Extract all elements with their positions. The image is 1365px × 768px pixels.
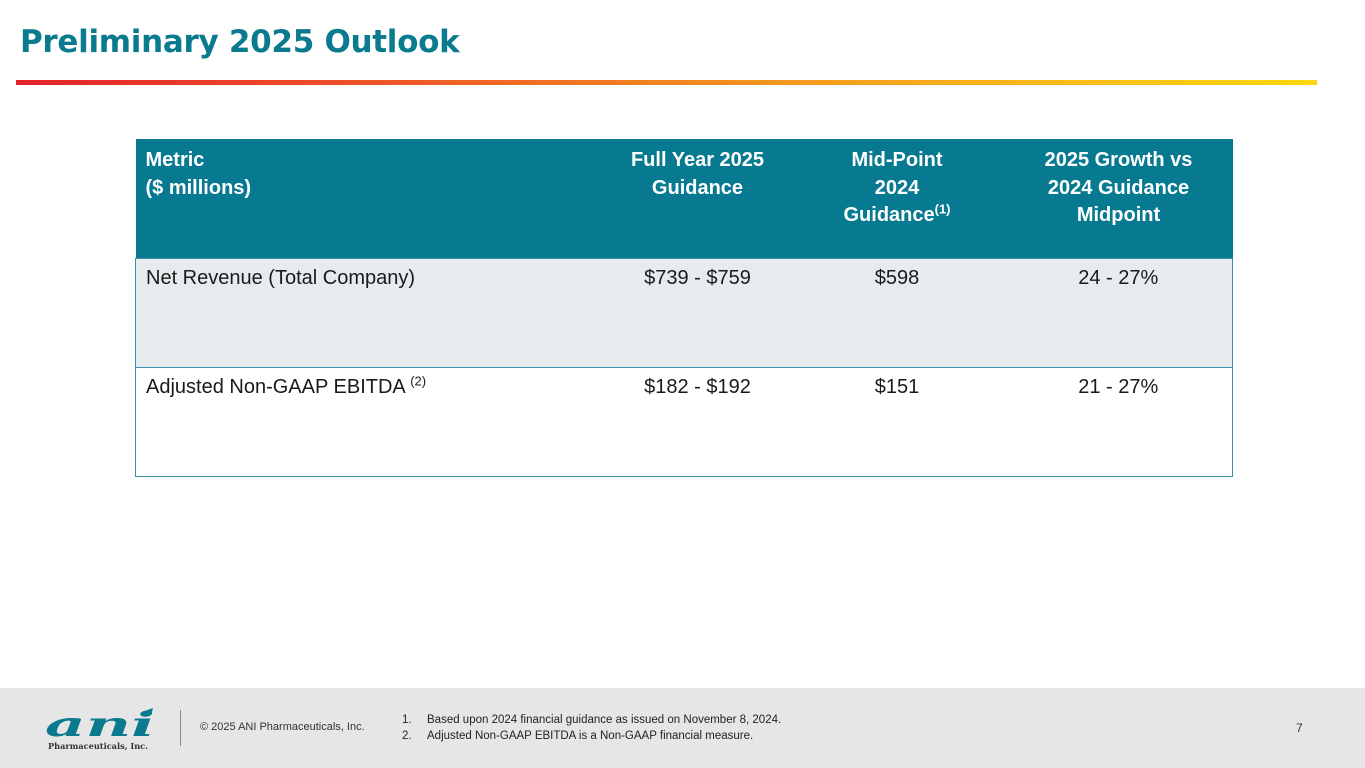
logo-wordmark: ani: [46, 706, 155, 745]
metric-cell: Adjusted Non-GAAP EBITDA (2): [135, 367, 606, 477]
header-midpoint: Mid-Point 2024 Guidance(1): [789, 139, 1005, 259]
title-accent-bar: [16, 80, 1317, 85]
footnote-number: 1.: [402, 714, 412, 726]
metric-label: Adjusted Non-GAAP EBITDA: [146, 376, 405, 398]
metric-cell: Net Revenue (Total Company): [135, 258, 606, 368]
header-growth: 2025 Growth vs 2024 Guidance Midpoint: [1004, 139, 1233, 259]
footnote-number: 2.: [402, 730, 412, 742]
header-full-year-line2: Guidance: [651, 176, 744, 199]
header-midpoint-footnote-ref: (1): [934, 201, 951, 217]
footnotes: 1. Based upon 2024 financial guidance as …: [402, 712, 781, 744]
header-midpoint-line2: 2024: [874, 176, 920, 199]
table-row: Net Revenue (Total Company) $739 - $759 …: [135, 258, 1233, 368]
footer: ani Pharmaceuticals, Inc. © 2025 ANI Pha…: [0, 688, 1365, 768]
footnote-text: Based upon 2024 financial guidance as is…: [427, 714, 782, 726]
footnote-item: 2. Adjusted Non-GAAP EBITDA is a Non-GAAP…: [402, 728, 781, 744]
metric-footnote-ref: (2): [410, 373, 427, 389]
header-midpoint-line1: Mid-Point: [851, 149, 943, 171]
header-growth-line1: 2025 Growth vs: [1044, 149, 1193, 171]
metric-label: Net Revenue (Total Company): [146, 267, 416, 289]
logo-subtext: Pharmaceuticals, Inc.: [48, 741, 148, 751]
header-growth-line2: 2024 Guidance: [1047, 176, 1190, 199]
header-growth-line3: Midpoint: [1076, 204, 1161, 226]
growth-cell: 21 - 27%: [1004, 367, 1233, 477]
header-metric: Metric ($ millions): [135, 139, 606, 259]
midpoint-cell: $598: [789, 258, 1005, 368]
header-full-year-line1: Full Year 2025: [630, 149, 765, 171]
header-full-year: Full Year 2025 Guidance: [605, 139, 790, 259]
header-metric-line1: Metric: [145, 149, 205, 171]
copyright-text: © 2025 ANI Pharmaceuticals, Inc.: [200, 721, 365, 733]
outlook-table: Metric ($ millions) Full Year 2025 Guida…: [135, 139, 1233, 477]
page-number: 7: [1296, 721, 1303, 735]
header-midpoint-line3: Guidance: [843, 204, 935, 226]
table-row: Adjusted Non-GAAP EBITDA (2) $182 - $192…: [135, 367, 1233, 477]
header-metric-line2: ($ millions): [145, 176, 252, 199]
ani-logo: ani Pharmaceuticals, Inc.: [46, 706, 155, 751]
midpoint-cell: $151: [789, 367, 1005, 477]
footnote-text: Adjusted Non-GAAP EBITDA is a Non-GAAP f…: [427, 730, 754, 742]
footer-divider: [180, 710, 181, 746]
footnote-item: 1. Based upon 2024 financial guidance as …: [402, 712, 781, 728]
growth-cell: 24 - 27%: [1004, 258, 1233, 368]
full-year-cell: $739 - $759: [605, 258, 790, 368]
full-year-cell: $182 - $192: [605, 367, 790, 477]
table-header-row: Metric ($ millions) Full Year 2025 Guida…: [135, 139, 1233, 259]
slide-title: Preliminary 2025 Outlook: [20, 24, 460, 60]
